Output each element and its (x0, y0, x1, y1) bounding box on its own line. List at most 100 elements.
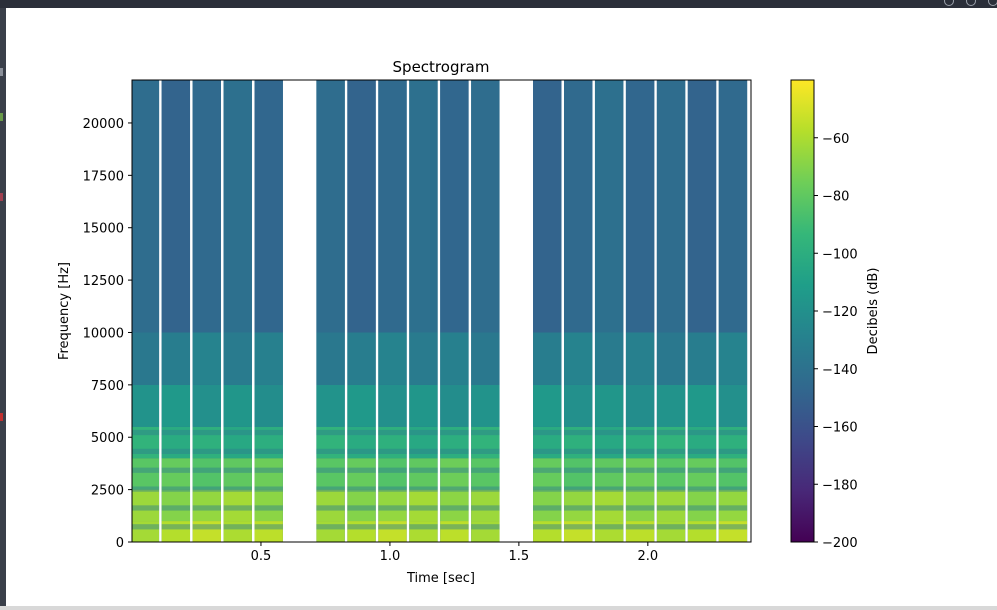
frequency-band (625, 489, 655, 522)
frequency-band (161, 489, 191, 522)
y-tick-label: 17500 (83, 169, 124, 184)
harmonic-stripe (594, 524, 624, 530)
harmonic-stripe (594, 505, 624, 511)
spectrogram-segment (656, 80, 686, 542)
harmonic-stripe (440, 524, 469, 530)
frequency-band (440, 521, 469, 542)
frequency-band (409, 384, 438, 427)
frequency-band (594, 489, 624, 522)
harmonic-stripe (656, 486, 686, 492)
frequency-band (347, 521, 376, 542)
spectrogram-segment (409, 80, 438, 542)
spectrogram-figure: Spectrogram 0.5 1.0 1.5 2.0 0 2500 5000 7500 10… (57, 58, 881, 586)
frequency-band (533, 426, 562, 459)
colorbar-tick-label: −60 (822, 132, 849, 147)
frequency-band (687, 458, 717, 490)
colorbar (790, 79, 815, 543)
frequency-band (533, 521, 562, 542)
colorbar-tick-label: −160 (822, 421, 858, 436)
y-tick-label: 0 (116, 536, 124, 551)
frequency-band (223, 80, 252, 333)
harmonic-stripe (254, 429, 283, 436)
spectrogram-segment (471, 80, 500, 542)
harmonic-stripe (533, 486, 562, 492)
frequency-band (594, 521, 624, 542)
spectrogram-segment (161, 80, 191, 542)
colorbar-tick-label: −100 (822, 247, 858, 262)
harmonic-stripe (718, 505, 748, 511)
frequency-band (223, 384, 252, 427)
frequency-band (564, 332, 593, 385)
frequency-band (471, 80, 500, 333)
harmonic-stripe (378, 448, 407, 454)
spectrogram-segment (132, 80, 160, 542)
harmonic-stripe (409, 524, 438, 530)
harmonic-stripe (564, 448, 593, 454)
harmonic-stripe (409, 448, 438, 454)
frequency-band (656, 80, 686, 333)
harmonic-stripe (409, 429, 438, 436)
frequency-band (192, 426, 221, 459)
frequency-band (316, 458, 345, 490)
y-axis: 0 2500 5000 7500 10000 12500 15000 17500 20000 (83, 117, 132, 551)
frequency-band (409, 521, 438, 542)
harmonic-stripe (132, 505, 160, 511)
harmonic-stripe (471, 429, 500, 436)
y-axis-label: Frequency [Hz] (57, 262, 72, 360)
harmonic-stripe (687, 429, 717, 436)
frequency-band (718, 384, 748, 427)
harmonic-stripe (533, 448, 562, 454)
harmonic-stripe (656, 524, 686, 530)
frequency-band (254, 332, 283, 385)
frequency-band (378, 489, 407, 522)
y-tick-label: 15000 (83, 222, 124, 237)
harmonic-stripe (687, 486, 717, 492)
frequency-band (161, 384, 191, 427)
harmonic-stripe (594, 467, 624, 473)
x-tick-label: 1.0 (380, 549, 401, 564)
harmonic-stripe (378, 429, 407, 436)
frequency-band (347, 489, 376, 522)
colorbar-label: Decibels (dB) (866, 268, 881, 355)
spectrogram-segment (192, 80, 221, 542)
frequency-band (254, 384, 283, 427)
harmonic-stripe (192, 524, 221, 530)
window-control-icon[interactable] (966, 0, 976, 6)
harmonic-stripe (161, 524, 191, 530)
frequency-band (409, 458, 438, 490)
frequency-band (409, 489, 438, 522)
frequency-band (132, 489, 160, 522)
frequency-band (347, 80, 376, 333)
frequency-band (192, 332, 221, 385)
harmonic-stripe (440, 486, 469, 492)
harmonic-stripe (254, 486, 283, 492)
spectrogram-segment (223, 80, 252, 542)
harmonic-stripe (471, 524, 500, 530)
frequency-band (656, 458, 686, 490)
window-control-icon[interactable] (988, 0, 997, 6)
frequency-band (223, 458, 252, 490)
frequency-band (625, 80, 655, 333)
harmonic-stripe (564, 524, 593, 530)
spectrogram-segment (564, 80, 593, 542)
frequency-band (533, 489, 562, 522)
frequency-band (254, 80, 283, 333)
harmonic-stripe (161, 429, 191, 436)
frequency-band (564, 426, 593, 459)
window-control-icon[interactable] (944, 0, 954, 6)
frequency-band (656, 384, 686, 427)
harmonic-stripe (223, 429, 252, 436)
window-top-bar (0, 0, 997, 8)
frequency-band (132, 80, 160, 333)
harmonic-stripe (687, 524, 717, 530)
harmonic-stripe (564, 486, 593, 492)
frequency-band (687, 489, 717, 522)
harmonic-stripe (471, 486, 500, 492)
frequency-band (161, 426, 191, 459)
harmonic-stripe (533, 467, 562, 473)
y-tick-label: 7500 (91, 379, 124, 394)
harmonic-stripe (471, 505, 500, 511)
window-left-edge (0, 8, 6, 610)
harmonic-stripe (718, 429, 748, 436)
x-tick-label: 0.5 (251, 549, 272, 564)
